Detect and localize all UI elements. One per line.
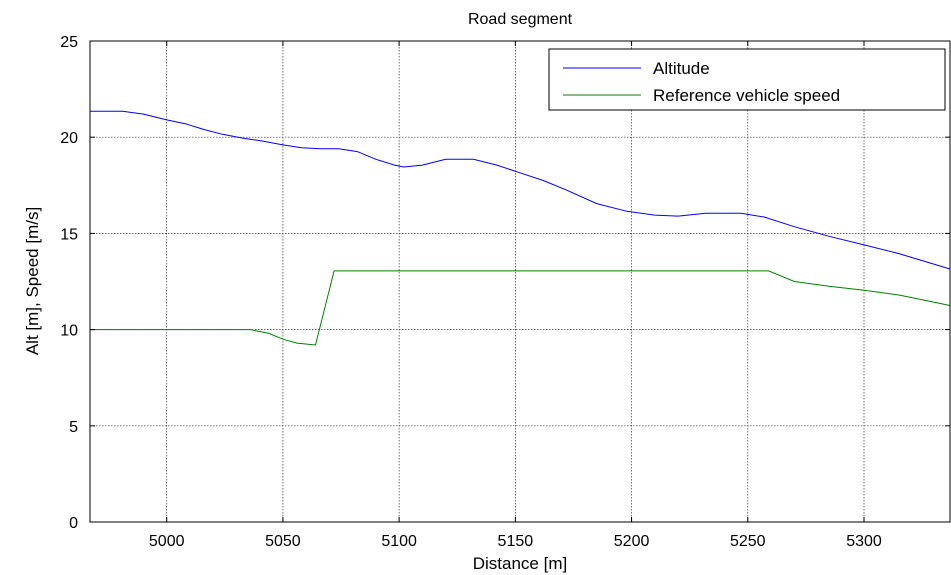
x-tick-label: 5150 [498,533,534,550]
legend-box [548,48,946,111]
series-line-reference-vehicle-speed [90,270,951,346]
x-tick-label: 5050 [265,533,301,550]
x-tick-label: 5250 [730,533,766,550]
x-tick-label: 5000 [149,533,185,550]
legend-label: Reference vehicle speed [653,86,840,105]
chart-title: Road segment [468,11,573,28]
y-tick-label: 10 [60,323,78,340]
legend: Altitude Reference vehicle speed [548,48,946,111]
x-tick-label: 5100 [381,533,417,550]
y-tick-label: 20 [60,130,78,147]
y-tick-label: 0 [69,515,78,532]
grid [90,41,950,522]
x-axis-label: Distance [m] [473,554,567,573]
series-line-altitude [90,110,951,270]
series-lines [90,110,951,346]
y-tick-label: 15 [60,226,78,243]
x-tick-label: 5300 [846,533,882,550]
legend-label: Altitude [653,59,710,78]
axis-ticks: 5000 5050 5100 5150 5200 5250 5300 0 5 10 15 20 25 [60,34,950,550]
x-tick-label: 5200 [614,533,650,550]
plot-area-frame [89,40,951,523]
y-tick-label: 25 [60,34,78,51]
y-tick-label: 5 [69,419,78,436]
y-axis-label: Alt [m], Speed [m/s] [23,207,42,355]
